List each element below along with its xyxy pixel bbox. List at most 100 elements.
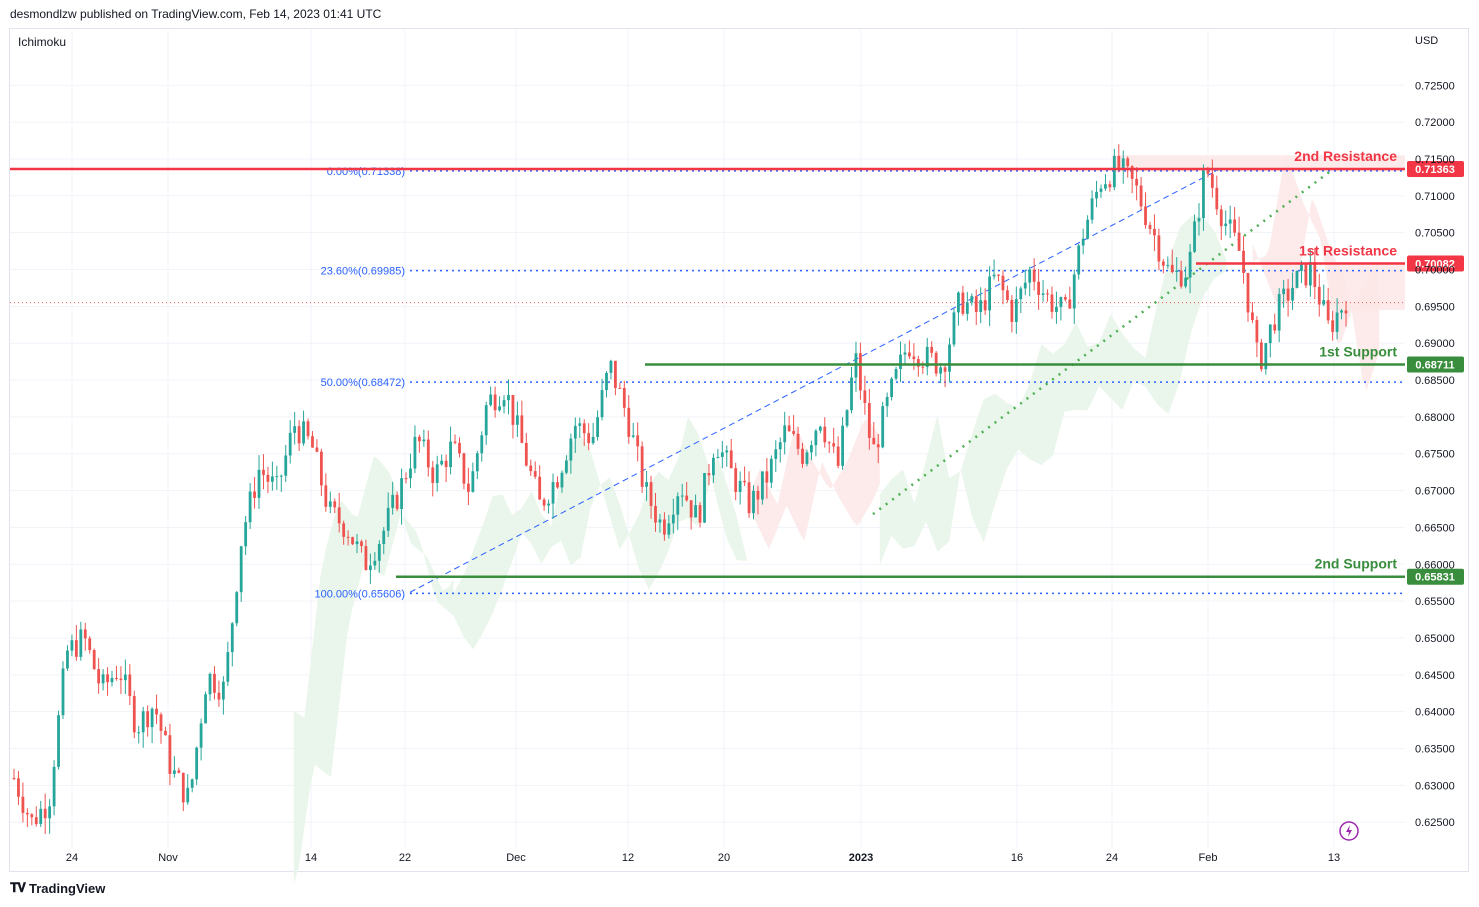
date-tick-label: 24 [1106,852,1118,864]
candle-body [881,406,885,448]
date-tick-label: 22 [399,852,411,864]
candle-body [627,407,631,437]
candle-body [386,507,390,531]
cloud-bull [879,216,1227,565]
candle-body [560,472,564,488]
candle-body [21,796,25,813]
candle-body [542,499,546,506]
candle-body [961,292,965,314]
candle-body [1259,342,1263,370]
candle-body [1304,264,1308,286]
candle-body [707,473,711,476]
candle-body [529,465,533,472]
price-tick-label: 0.72500 [1415,80,1455,92]
candle-body [979,300,983,313]
candle-body [52,766,56,807]
candle-body [1068,299,1072,309]
candle-body [230,623,234,653]
candle-body [253,491,256,498]
candle-body [850,377,853,411]
candle-body [671,514,675,524]
candle-body [533,471,537,477]
resistance-label: 1st Resistance [1299,242,1397,258]
candle-body [79,629,83,657]
price-tick-label: 0.70500 [1415,228,1455,240]
candle-body [1019,288,1023,300]
candle-body [934,352,938,374]
candle-body [377,544,381,561]
candle-body [1099,188,1103,192]
alert-icon[interactable] [1339,821,1359,841]
price-tick-label: 0.69500 [1415,301,1455,313]
candle-body [912,356,916,360]
candle-body [155,708,158,715]
candle-body [1237,232,1241,251]
candle-body [903,352,907,355]
candle-body [1206,170,1210,174]
candle-body [573,425,577,439]
candle-body [1095,191,1098,199]
candle-body [636,435,640,447]
candle-body [333,501,337,508]
candle-body [471,471,475,492]
candle-body [395,494,399,509]
price-tick-label: 0.68000 [1415,412,1455,424]
candle-body [769,458,773,483]
candle-body [596,417,599,437]
candle-body [444,460,448,468]
date-tick-label: 13 [1328,852,1340,864]
price-badge-text: 0.70082 [1415,258,1455,270]
candle-body [1139,185,1143,207]
price-tick-label: 0.67500 [1415,449,1455,461]
price-tick-label: 0.64500 [1415,670,1455,682]
candle-body [609,360,613,373]
date-tick-label: Feb [1199,852,1218,864]
candle-body [324,485,328,507]
price-tick-label: 0.66500 [1415,522,1455,534]
resistance-label: 2nd Resistance [1294,148,1397,164]
candle-body [48,806,52,819]
candle-body [43,808,47,819]
candle-body [66,650,69,669]
candle-body [168,735,172,774]
candle-body [30,814,34,818]
candle-body [1041,293,1045,295]
candle-body [582,423,586,434]
candle-body [845,410,849,426]
candle-body [302,421,305,444]
candle-body [355,541,359,545]
candle-body [132,696,136,733]
candle-body [1344,310,1348,314]
candle-body [1126,158,1130,167]
candle-body [57,715,60,767]
candle-body [435,464,439,483]
candle-body [262,469,265,475]
candle-body [1055,306,1058,312]
candle-body [92,650,96,670]
candle-body [694,505,697,518]
candle-body [1179,270,1183,287]
candle-body [106,674,109,683]
candle-body [761,471,764,500]
candle-body [284,455,288,476]
price-tick-label: 0.72000 [1415,117,1455,129]
footer-brand[interactable]: 𝐓𝐕 TradingView [10,880,105,896]
candle-body [841,425,845,466]
candle-body [1032,269,1036,282]
price-tick-label: 0.69000 [1415,338,1455,350]
candle-body [1001,275,1005,291]
candle-body [159,714,163,731]
candle-body [195,747,199,780]
candle-body [342,523,346,537]
candle-body [520,415,524,443]
candle-body [720,452,724,457]
candle-body [110,677,114,683]
candle-body [413,436,417,469]
candle-body [1023,282,1027,289]
price-badge [1407,568,1464,585]
candle-body [747,482,751,514]
candle-body [123,674,127,681]
indicator-label[interactable]: Ichimoku [18,35,67,49]
candle-body [1184,277,1188,287]
